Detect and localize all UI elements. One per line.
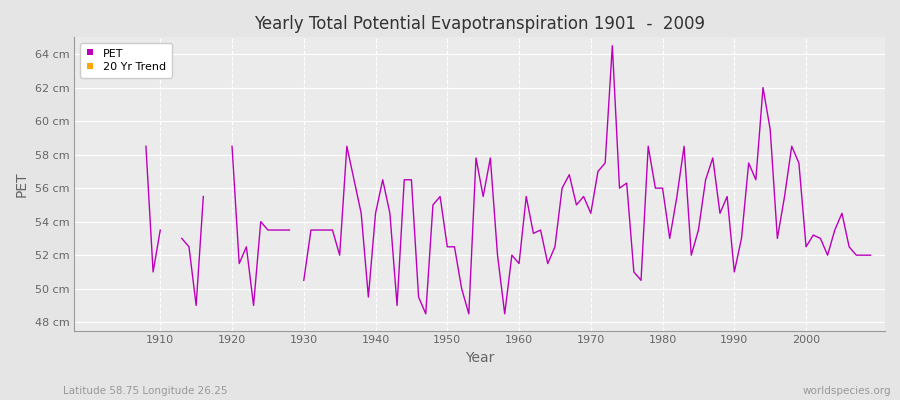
X-axis label: Year: Year [465,351,494,365]
Text: Latitude 58.75 Longitude 26.25: Latitude 58.75 Longitude 26.25 [63,386,228,396]
Legend: PET, 20 Yr Trend: PET, 20 Yr Trend [80,43,172,78]
Y-axis label: PET: PET [15,171,29,197]
Title: Yearly Total Potential Evapotranspiration 1901  -  2009: Yearly Total Potential Evapotranspiratio… [254,15,705,33]
Text: worldspecies.org: worldspecies.org [803,386,891,396]
